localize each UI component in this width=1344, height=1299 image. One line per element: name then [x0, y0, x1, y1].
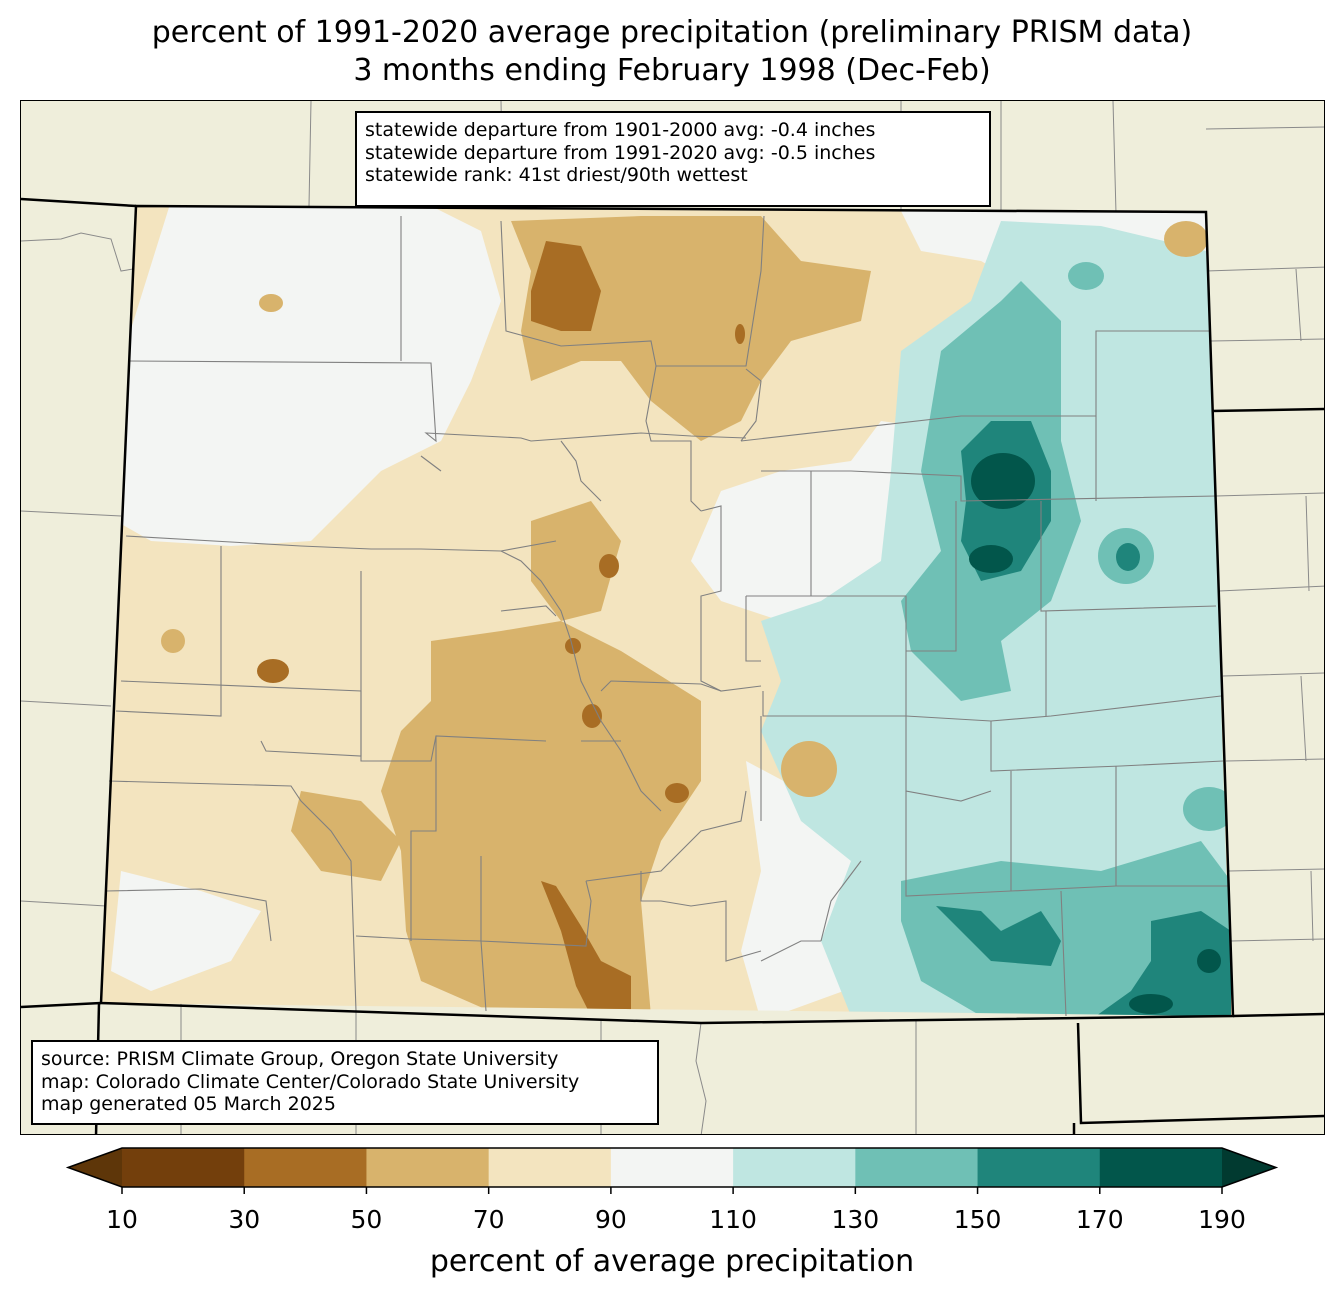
colorbar-segment	[1099, 1148, 1223, 1187]
colorbar-tick-label: 70	[472, 1205, 505, 1234]
colorbar-extend-low	[68, 1148, 122, 1187]
colorbar-extend-high	[1222, 1148, 1276, 1187]
colorbar-tick-label: 30	[228, 1205, 261, 1234]
source-box: source: PRISM Climate Group, Oregon Stat…	[31, 1040, 659, 1125]
colorbar-segment	[977, 1148, 1101, 1187]
colorbar-segment	[855, 1148, 979, 1187]
colorbar-tick-label: 170	[1075, 1205, 1124, 1234]
colorbar	[65, 1147, 1279, 1194]
precipitation-map	[20, 100, 1325, 1135]
colorbar-tick-label: 150	[953, 1205, 1002, 1234]
colorbar-segment	[610, 1148, 734, 1187]
source-line-3: map generated 05 March 2025	[41, 1093, 336, 1115]
stats-line-1: statewide departure from 1901-2000 avg: …	[365, 119, 876, 141]
source-line-1: source: PRISM Climate Group, Oregon Stat…	[41, 1048, 559, 1070]
colorbar-segment	[366, 1148, 490, 1187]
statewide-stats-box: statewide departure from 1901-2000 avg: …	[355, 111, 991, 207]
stats-line-2: statewide departure from 1991-2020 avg: …	[365, 141, 876, 164]
colorbar-segment	[244, 1148, 367, 1187]
colorbar-label: percent of average precipitation	[429, 1244, 915, 1279]
stats-line-3: statewide rank: 41st driest/90th wettest	[365, 164, 748, 186]
colorbar-tick-label: 110	[709, 1205, 757, 1234]
map-title-line2: 3 months ending February 1998 (Dec-Feb)	[353, 53, 991, 88]
colorbar-segment	[122, 1148, 245, 1187]
colorado-county-lines	[105, 215, 1229, 1017]
colorbar-tick-label: 190	[1198, 1205, 1246, 1234]
colorbar-tick-label: 90	[594, 1205, 627, 1234]
colorbar-tick-label: 50	[350, 1205, 383, 1234]
colorado-state-border	[99, 204, 1235, 1025]
source-line-2: map: Colorado Climate Center/Colorado St…	[41, 1070, 580, 1093]
colorbar-segment	[733, 1148, 856, 1187]
colorbar-tick-label: 10	[106, 1205, 138, 1234]
colorbar-segment	[488, 1148, 612, 1187]
map-title-line1: percent of 1991-2020 average precipitati…	[151, 15, 1193, 50]
colorbar-tick-label: 130	[831, 1205, 880, 1234]
precipitation-field	[101, 206, 1233, 1016]
